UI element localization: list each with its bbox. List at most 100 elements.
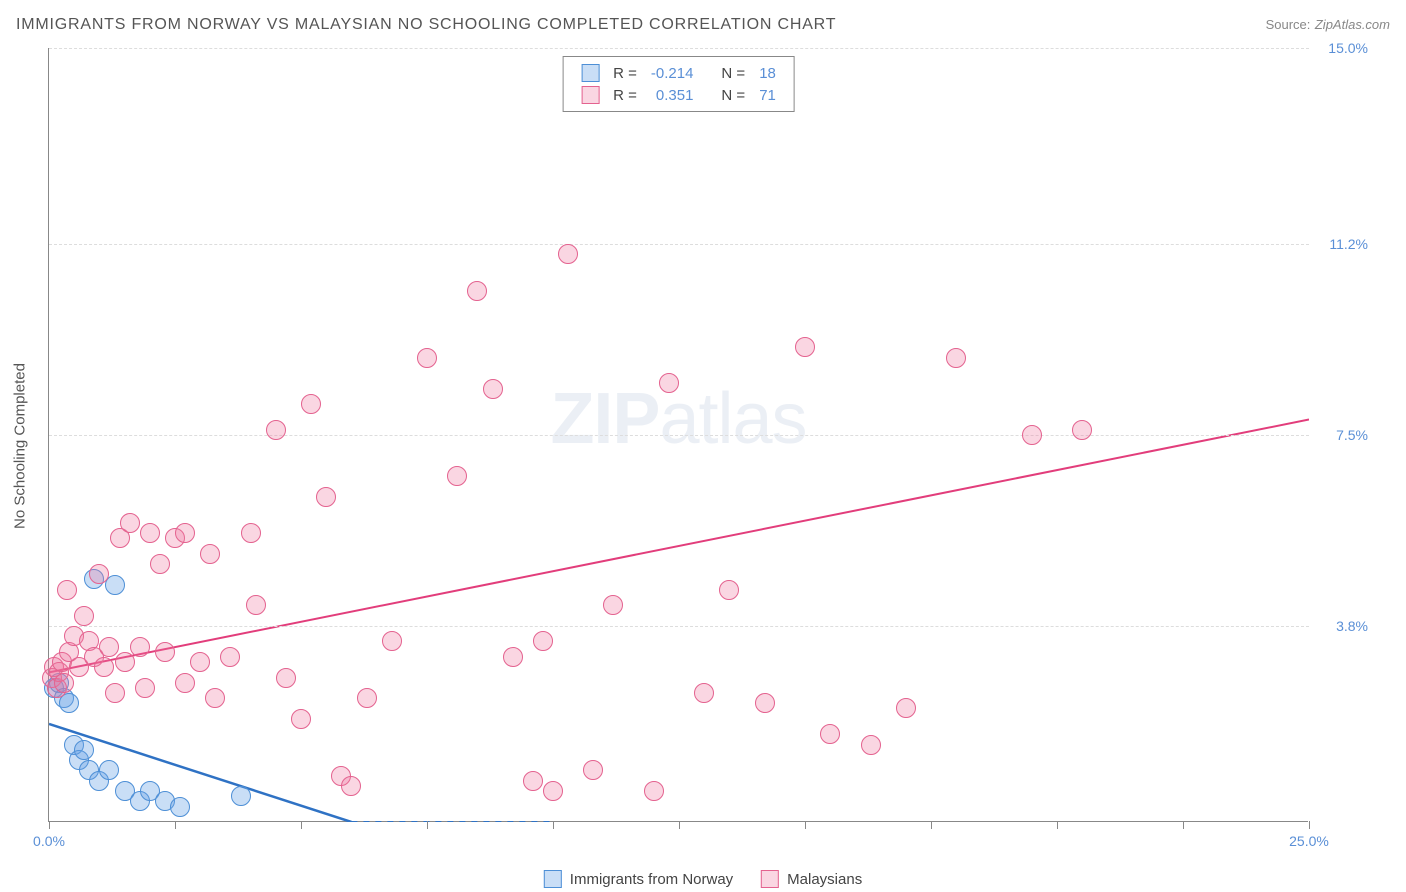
- x-tick: [301, 821, 302, 829]
- point-malaysian: [135, 678, 155, 698]
- x-tick: [1057, 821, 1058, 829]
- point-malaysian: [115, 652, 135, 672]
- point-malaysian: [205, 688, 225, 708]
- point-malaysian: [130, 637, 150, 657]
- source-label: Source:: [1266, 17, 1311, 32]
- legend-row-series-0: R = -0.214 N = 18: [575, 63, 782, 83]
- source-credit: Source: ZipAtlas.com: [1266, 16, 1390, 34]
- point-malaysian: [503, 647, 523, 667]
- point-malaysian: [57, 580, 77, 600]
- point-malaysian: [291, 709, 311, 729]
- x-tick: [1183, 821, 1184, 829]
- x-tick: [1309, 821, 1310, 829]
- bottom-legend: Immigrants from Norway Malaysians: [544, 870, 862, 888]
- point-malaysian: [276, 668, 296, 688]
- point-malaysian: [946, 348, 966, 368]
- point-malaysian: [155, 642, 175, 662]
- r-label: R =: [607, 63, 643, 83]
- point-norway: [231, 786, 251, 806]
- point-malaysian: [341, 776, 361, 796]
- point-malaysian: [246, 595, 266, 615]
- point-malaysian: [105, 683, 125, 703]
- point-malaysian: [659, 373, 679, 393]
- r-value-1: 0.351: [645, 85, 700, 105]
- page-title: IMMIGRANTS FROM NORWAY VS MALAYSIAN NO S…: [16, 16, 836, 34]
- point-malaysian: [316, 487, 336, 507]
- point-norway: [74, 740, 94, 760]
- watermark: ZIPatlas: [550, 378, 806, 460]
- n-value-0: 18: [753, 63, 782, 83]
- y-tick-label: 7.5%: [1336, 427, 1368, 443]
- point-malaysian: [175, 673, 195, 693]
- x-tick-label: 0.0%: [33, 833, 65, 849]
- grid-line: [49, 244, 1309, 245]
- r-value-0: -0.214: [645, 63, 700, 83]
- point-malaysian: [558, 244, 578, 264]
- legend-row-series-1: R = 0.351 N = 71: [575, 85, 782, 105]
- n-label: N =: [715, 63, 751, 83]
- point-malaysian: [896, 698, 916, 718]
- legend-label-1: Malaysians: [787, 871, 862, 888]
- point-norway: [99, 760, 119, 780]
- point-malaysian: [99, 637, 119, 657]
- point-malaysian: [467, 281, 487, 301]
- y-tick-label: 11.2%: [1329, 236, 1368, 252]
- point-malaysian: [89, 564, 109, 584]
- n-value-1: 71: [753, 85, 782, 105]
- source-name: ZipAtlas.com: [1315, 17, 1390, 32]
- point-malaysian: [74, 606, 94, 626]
- point-malaysian: [301, 394, 321, 414]
- point-malaysian: [382, 631, 402, 651]
- point-malaysian: [719, 580, 739, 600]
- x-tick: [175, 821, 176, 829]
- point-malaysian: [583, 760, 603, 780]
- legend-item-0: Immigrants from Norway: [544, 870, 733, 888]
- y-axis-label: No Schooling Completed: [12, 363, 29, 529]
- r-label: R =: [607, 85, 643, 105]
- swatch-series-1: [581, 86, 599, 104]
- x-tick: [49, 821, 50, 829]
- x-tick: [553, 821, 554, 829]
- point-malaysian: [190, 652, 210, 672]
- swatch-icon: [544, 870, 562, 888]
- point-malaysian: [483, 379, 503, 399]
- point-malaysian: [120, 513, 140, 533]
- point-malaysian: [603, 595, 623, 615]
- point-norway: [59, 693, 79, 713]
- point-malaysian: [417, 348, 437, 368]
- point-malaysian: [94, 657, 114, 677]
- stats-legend: R = -0.214 N = 18 R = 0.351 N = 71: [562, 56, 795, 112]
- swatch-series-0: [581, 64, 599, 82]
- y-tick-label: 3.8%: [1336, 618, 1368, 634]
- n-label: N =: [715, 85, 751, 105]
- point-malaysian: [54, 673, 74, 693]
- grid-line: [49, 48, 1309, 49]
- point-malaysian: [241, 523, 261, 543]
- point-malaysian: [357, 688, 377, 708]
- point-malaysian: [644, 781, 664, 801]
- point-malaysian: [861, 735, 881, 755]
- point-malaysian: [175, 523, 195, 543]
- point-malaysian: [820, 724, 840, 744]
- legend-item-1: Malaysians: [761, 870, 862, 888]
- watermark-light: atlas: [659, 379, 806, 459]
- y-tick-label: 15.0%: [1328, 40, 1368, 56]
- point-malaysian: [150, 554, 170, 574]
- x-tick-label: 25.0%: [1289, 833, 1329, 849]
- swatch-icon: [761, 870, 779, 888]
- grid-line: [49, 626, 1309, 627]
- point-malaysian: [694, 683, 714, 703]
- legend-label-0: Immigrants from Norway: [570, 871, 733, 888]
- point-malaysian: [140, 523, 160, 543]
- point-malaysian: [200, 544, 220, 564]
- point-malaysian: [523, 771, 543, 791]
- point-malaysian: [795, 337, 815, 357]
- point-malaysian: [1022, 425, 1042, 445]
- point-malaysian: [755, 693, 775, 713]
- x-tick: [931, 821, 932, 829]
- x-tick: [679, 821, 680, 829]
- point-malaysian: [220, 647, 240, 667]
- x-tick: [427, 821, 428, 829]
- trendline-malaysian: [49, 420, 1309, 673]
- grid-line: [49, 435, 1309, 436]
